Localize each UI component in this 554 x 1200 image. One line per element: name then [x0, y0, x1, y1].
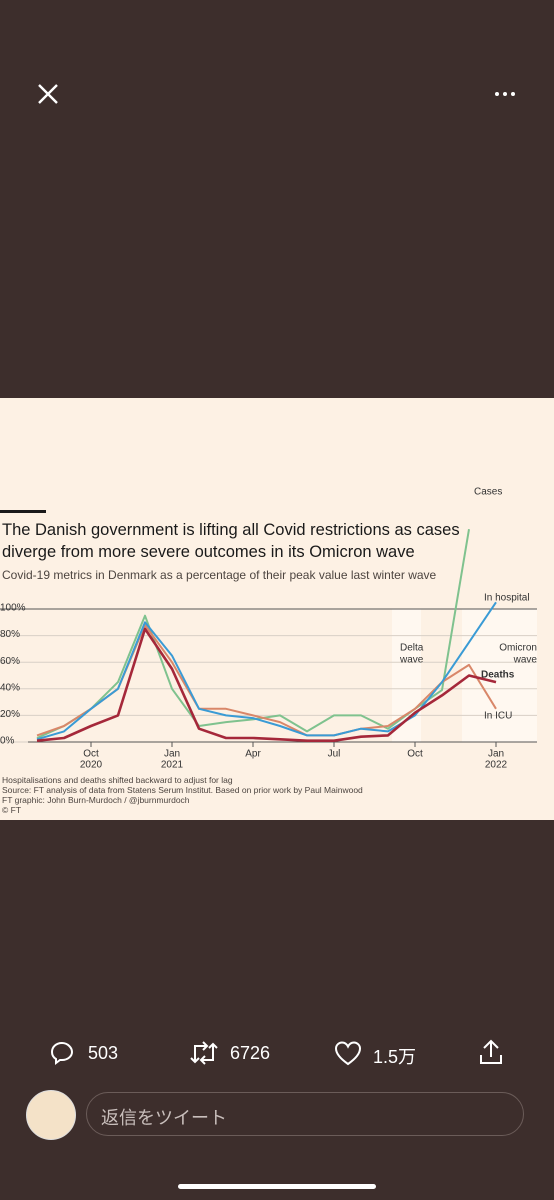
footnote: © FT — [2, 805, 22, 815]
reply-box[interactable]: 返信をツイート — [86, 1092, 524, 1136]
series-label: In ICU — [484, 711, 512, 722]
y-tick-label: 100% — [0, 603, 26, 614]
like-count: 1.5万 — [373, 1047, 417, 1067]
avatar[interactable] — [26, 1090, 76, 1140]
wave-label: wave — [399, 655, 424, 666]
x-tick-label: Oct — [83, 749, 99, 760]
retweet-count: 6726 — [230, 1043, 271, 1063]
x-tick-label: Oct — [407, 749, 423, 760]
chart-image: 0% 20% 40% 60% 80% 100% Oct 2020 Jan 2021 Apr Jul Oc… — [0, 398, 554, 820]
wave-label: wave — [513, 655, 538, 666]
y-tick-label: 20% — [0, 709, 20, 720]
share-icon[interactable] — [478, 1038, 504, 1066]
x-tick-label: 2021 — [161, 760, 184, 771]
y-tick-label: 0% — [0, 736, 15, 747]
home-indicator — [178, 1184, 376, 1189]
series-line — [36, 627, 497, 742]
retweet-icon[interactable] — [189, 1040, 219, 1066]
more-button[interactable] — [494, 88, 518, 100]
chart-subtitle: Covid-19 metrics in Denmark as a percent… — [2, 568, 437, 582]
y-tick-label: 60% — [0, 656, 20, 667]
close-button[interactable] — [36, 82, 60, 106]
y-tick-label: 80% — [0, 629, 20, 640]
x-tick-label: Apr — [245, 749, 261, 760]
series-label: Deaths — [481, 670, 515, 681]
x-tick-label: 2022 — [485, 760, 508, 771]
footnote: FT graphic: John Burn-Murdoch / @jburnmu… — [2, 795, 190, 805]
wave-label: Delta — [400, 643, 424, 654]
series-label: In hospital — [484, 593, 530, 604]
footnote: Source: FT analysis of data from Statens… — [2, 785, 363, 795]
series-label: Cases — [474, 487, 502, 498]
wave-label: Omicron — [499, 643, 537, 654]
lines — [36, 529, 497, 742]
x-tick-label: Jan — [488, 749, 504, 760]
reply-placeholder: 返信をツイート — [101, 1108, 227, 1128]
like-icon[interactable] — [334, 1040, 362, 1066]
title-rule — [0, 510, 46, 513]
series-line — [36, 529, 470, 739]
y-tick-label: 40% — [0, 682, 20, 693]
reply-count: 503 — [88, 1043, 119, 1063]
x-tick-label: 2020 — [80, 760, 103, 771]
chart-title: The Danish government is lifting all Cov… — [2, 521, 460, 561]
x-tick-label: Jul — [328, 749, 341, 760]
footnote: Hospitalisations and deaths shifted back… — [2, 775, 233, 785]
x-tick-label: Jan — [164, 749, 180, 760]
reply-icon[interactable] — [49, 1040, 75, 1066]
